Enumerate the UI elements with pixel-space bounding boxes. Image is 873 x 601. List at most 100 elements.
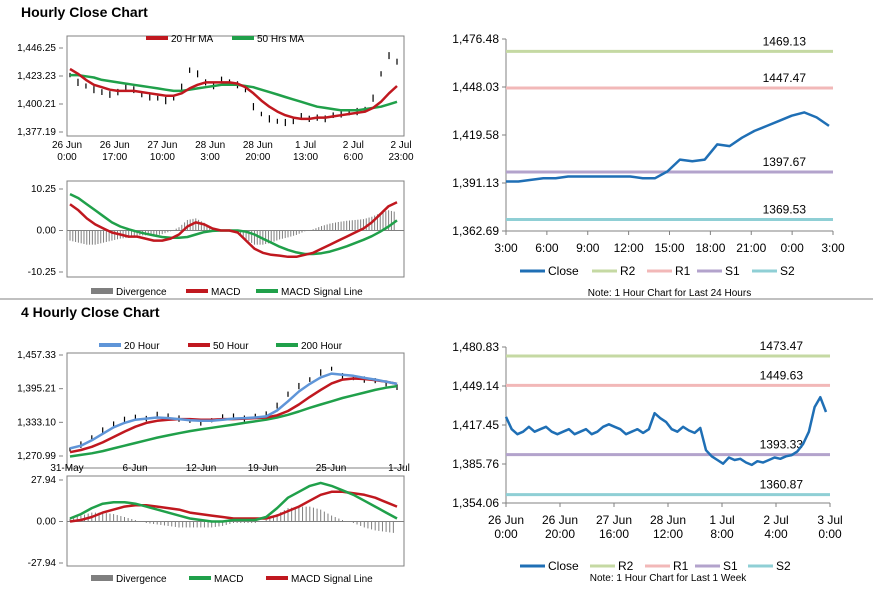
hourly-section-title: Hourly Close Chart	[21, 4, 148, 20]
four-hourly-200hour-line	[69, 384, 398, 458]
four-hourly-close-legend-s2-label: S2	[776, 559, 791, 573]
hourly-legend-divergence-label: Divergence	[116, 287, 167, 298]
four-hourly-close-y-tick-0: 1,480.83	[452, 340, 499, 354]
hourly-close-legend-close-label: Close	[548, 264, 579, 278]
four-hourly-section-title: 4 Hourly Close Chart	[21, 304, 160, 320]
hourly-close-x-tick-5: 18:00	[695, 241, 725, 255]
hourly-price-y-tick-3: 1,377.19	[17, 127, 56, 138]
hourly-price-x-tick-7-time: 23:00	[388, 152, 413, 163]
hourly-price-x-tick-6-date: 2 Jul	[343, 140, 364, 151]
four-hourly-close-x-tick-4-date: 1 Jul	[709, 513, 734, 527]
hourly-close-close-line	[506, 111, 830, 183]
hourly-macd-y-tick-0: 10.25	[31, 184, 56, 195]
hourly-close-y-tick-2: 1,419.58	[452, 128, 499, 142]
four-hourly-legend-divergence-label: Divergence	[116, 574, 167, 585]
four-hourly-price-x-tick-3: 19-Jun	[248, 463, 279, 474]
four-hourly-close-x-tick-1-date: 26 Jun	[542, 513, 578, 527]
four-hourly-close-level-s2-label: 1360.87	[760, 478, 804, 492]
hourly-close-x-tick-2: 9:00	[576, 241, 600, 255]
hourly-close-level-r1-label: 1447.47	[763, 71, 807, 85]
hourly-close-legend-r1-label: R1	[675, 264, 691, 278]
hourly-price-x-tick-7-date: 2 Jul	[390, 140, 411, 151]
four-hourly-close-x-tick-3-time: 12:00	[653, 527, 683, 541]
four-hourly-close-y-tick-4: 1,354.06	[452, 496, 499, 510]
hourly-close-note: Note: 1 Hour Chart for Last 24 Hours	[588, 288, 751, 299]
hourly-price-x-tick-1-date: 26 Jun	[100, 140, 130, 151]
four-hourly-close-x-tick-6-time: 0:00	[818, 527, 842, 541]
hourly-close-level-r2-label: 1469.13	[763, 34, 807, 48]
hourly-price-x-tick-3-time: 3:00	[200, 152, 220, 163]
four-hourly-close-level-r2-label: 1473.47	[760, 339, 804, 353]
four-hourly-close-legend-close-label: Close	[548, 559, 579, 573]
four-hourly-close-legend-r1-label: R1	[673, 559, 689, 573]
hourly-price-x-tick-0-time: 0:00	[57, 152, 77, 163]
hourly-close-legend-r2-label: R2	[620, 264, 636, 278]
four-hourly-macd-y-tick-0: 27.94	[31, 475, 56, 486]
hourly-price-x-tick-2-time: 10:00	[150, 152, 175, 163]
hourly-price-x-tick-6-time: 6:00	[344, 152, 364, 163]
hourly-50hr-ma-line	[70, 73, 398, 112]
hourly-macd-y-tick-1: 0.00	[37, 226, 57, 237]
four-hourly-legend-macd-label: MACD	[214, 574, 243, 585]
hourly-legend-macd-label: MACD	[211, 287, 240, 298]
hourly-close-x-tick-3: 12:00	[614, 241, 644, 255]
hourly-price-x-tick-4-time: 20:00	[245, 152, 270, 163]
hourly-price-x-tick-2-date: 27 Jun	[147, 140, 177, 151]
four-hourly-20hour-line	[69, 372, 398, 450]
four-hourly-price-y-tick-0: 1,457.33	[17, 350, 56, 361]
four-hourly-price-x-tick-4: 25-Jun	[316, 463, 347, 474]
four-hourly-close-level-s1-label: 1393.33	[760, 438, 804, 452]
hourly-close-x-tick-7: 0:00	[780, 241, 804, 255]
hourly-close-y-tick-4: 1,362.69	[452, 224, 499, 238]
four-hourly-close-x-tick-5-date: 2 Jul	[763, 513, 788, 527]
four-hourly-price-x-tick-5: 1-Jul	[388, 463, 410, 474]
four-hourly-close-x-tick-6-date: 3 Jul	[817, 513, 842, 527]
hourly-price-x-tick-4-date: 28 Jun	[243, 140, 273, 151]
hourly-macd-frame	[66, 180, 405, 278]
four-hourly-close-x-tick-3-date: 28 Jun	[650, 513, 686, 527]
four-hourly-close-close-line	[504, 395, 828, 467]
hourly-legend-signal-label: MACD Signal Line	[281, 287, 363, 298]
hourly-legend-50hr-label: 50 Hrs MA	[257, 34, 305, 45]
hourly-close-x-tick-1: 6:00	[535, 241, 559, 255]
four-hourly-macd-line	[69, 481, 398, 523]
hourly-close-y-tick-3: 1,391.13	[452, 176, 499, 190]
hourly-close-y-tick-1: 1,448.03	[452, 80, 499, 94]
hourly-macd-line	[69, 201, 398, 259]
hourly-price-x-tick-1-time: 17:00	[102, 152, 127, 163]
hourly-macd-y-tick-2: -10.25	[28, 267, 57, 278]
four-hourly-close-x-tick-5-time: 4:00	[764, 527, 788, 541]
hourly-close-legend-s1-label: S1	[725, 264, 740, 278]
four-hourly-macd-y-tick-2: -27.94	[28, 558, 57, 569]
four-hourly-close-x-tick-4-time: 8:00	[710, 527, 734, 541]
four-hourly-price-y-tick-2: 1,333.10	[17, 417, 56, 428]
four-hourly-close-x-tick-1-time: 20:00	[545, 527, 575, 541]
hourly-close-x-tick-0: 3:00	[494, 241, 518, 255]
four-hourly-close-note: Note: 1 Hour Chart for Last 1 Week	[590, 573, 748, 584]
four-hourly-close-x-tick-0-date: 26 Jun	[488, 513, 524, 527]
hourly-20hr-ma-line	[69, 67, 398, 121]
four-hourly-legend-signal-label: MACD Signal Line	[291, 574, 373, 585]
four-hourly-close-level-r1-label: 1449.63	[760, 368, 804, 382]
hourly-close-x-tick-6: 21:00	[736, 241, 766, 255]
hourly-close-y-tick-0: 1,476.48	[452, 32, 499, 46]
four-hourly-close-x-tick-0-time: 0:00	[494, 527, 518, 541]
four-hourly-price-y-tick-1: 1,395.21	[17, 384, 56, 395]
four-hourly-close-legend-r2-label: R2	[618, 559, 634, 573]
hourly-legend-20hr-label: 20 Hr MA	[171, 34, 214, 45]
hourly-price-x-tick-0-date: 26 Jun	[52, 140, 82, 151]
four-hourly-price-x-tick-0: 31-May	[50, 463, 83, 474]
hourly-close-legend-s2-label: S2	[780, 264, 795, 278]
four-hourly-close-legend-s1-label: S1	[723, 559, 738, 573]
four-hourly-close-y-tick-3: 1,385.76	[452, 457, 499, 471]
hourly-price-y-tick-1: 1,423.23	[17, 71, 56, 82]
four-hourly-legend-50hour-label: 50 Hour	[213, 341, 249, 352]
four-hourly-price-x-tick-1: 6-Jun	[122, 463, 147, 474]
four-hourly-close-y-tick-2: 1,417.45	[452, 418, 499, 432]
four-hourly-close-y-tick-1: 1,449.14	[452, 379, 499, 393]
hourly-close-level-s1-label: 1397.67	[763, 155, 807, 169]
four-hourly-legend-200hour-label: 200 Hour	[301, 341, 343, 352]
four-hourly-legend-20hour-label: 20 Hour	[124, 341, 160, 352]
four-hourly-macd-y-tick-1: 0.00	[37, 517, 57, 528]
